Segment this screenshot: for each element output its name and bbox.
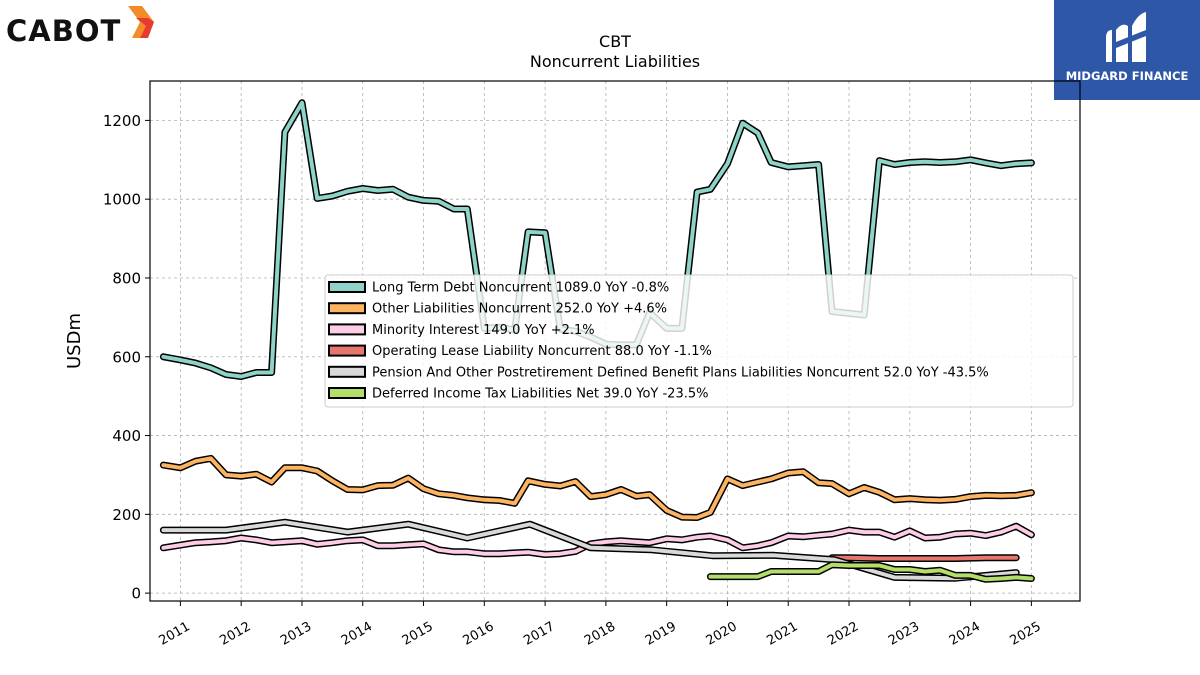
- x-tick-label: 2011: [157, 619, 193, 649]
- legend: Long Term Debt Noncurrent 1089.0 YoY -0.…: [324, 274, 1074, 408]
- y-axis: 0 200 400 600 800 1000 1200: [103, 112, 150, 603]
- x-tick-label: 2015: [400, 619, 436, 649]
- cabot-logo-mark-icon: [128, 6, 154, 38]
- legend-swatch-4: [328, 344, 366, 357]
- chart-subtitle: Noncurrent Liabilities: [529, 52, 701, 71]
- legend-entry-3: Minority Interest 149.0 YoY +2.1%: [372, 323, 595, 338]
- y-tick-label: 1000: [103, 191, 141, 209]
- x-axis: 2011 2012 2013 2014 2015 2016 2017 2018 2019 2020…: [157, 601, 1044, 649]
- legend-swatch-1: [328, 281, 366, 293]
- x-tick-label: 2024: [947, 619, 983, 649]
- x-tick-label: 2016: [460, 619, 496, 649]
- legend-box: [324, 274, 1074, 408]
- series-line-4: [830, 555, 1019, 561]
- x-tick-label: 2020: [704, 619, 740, 649]
- legend-entry-5: Pension And Other Postretirement Defined…: [372, 365, 989, 380]
- series-line-3: [161, 524, 1034, 557]
- x-tick-label: 2012: [217, 619, 253, 649]
- midgard-finance-logo: MIDGARD FINANCE: [1054, 0, 1200, 100]
- cabot-logo-text: CABOT: [6, 14, 122, 48]
- x-tick-label: 2014: [339, 619, 375, 649]
- legend-swatch-3: [328, 323, 366, 336]
- x-tick-label: 2017: [521, 619, 557, 649]
- x-tick-label: 2019: [643, 619, 679, 649]
- chart-title: CBT: [599, 32, 631, 51]
- x-tick-label: 2025: [1008, 619, 1044, 649]
- series-line-6: [708, 562, 1034, 582]
- midgard-emblem-icon: [1106, 12, 1146, 63]
- plot-frame: [149, 80, 1081, 602]
- midgard-logo-text: MIDGARD FINANCE: [1065, 69, 1189, 83]
- x-tick-label: 2023: [886, 619, 922, 649]
- legend-entry-4: Operating Lease Liability Noncurrent 88.…: [372, 344, 712, 359]
- y-axis-label: USDm: [64, 313, 85, 369]
- y-tick-label: 600: [112, 348, 141, 366]
- series-line-5: [161, 520, 1019, 581]
- y-tick-label: 0: [131, 585, 141, 603]
- legend-entry-2: Other Liabilities Noncurrent 252.0 YoY +…: [372, 302, 667, 317]
- legend-entry-6: Deferred Income Tax Liabilities Net 39.0…: [372, 387, 708, 402]
- legend-entry-1: Long Term Debt Noncurrent 1089.0 YoY -0.…: [372, 281, 669, 296]
- x-tick-label: 2022: [825, 619, 861, 649]
- legend-swatch-5: [328, 365, 366, 378]
- y-tick-label: 1200: [103, 112, 141, 130]
- y-tick-label: 800: [112, 269, 141, 287]
- cabot-logo: CABOT: [4, 4, 164, 54]
- x-tick-label: 2013: [278, 619, 314, 649]
- series-line-2: [161, 456, 1034, 520]
- x-tick-label: 2018: [582, 619, 618, 649]
- y-tick-label: 200: [112, 506, 141, 524]
- legend-swatch-2: [328, 302, 366, 315]
- y-tick-label: 400: [112, 427, 141, 445]
- x-tick-label: 2021: [764, 619, 800, 649]
- legend-swatch-6: [328, 387, 366, 399]
